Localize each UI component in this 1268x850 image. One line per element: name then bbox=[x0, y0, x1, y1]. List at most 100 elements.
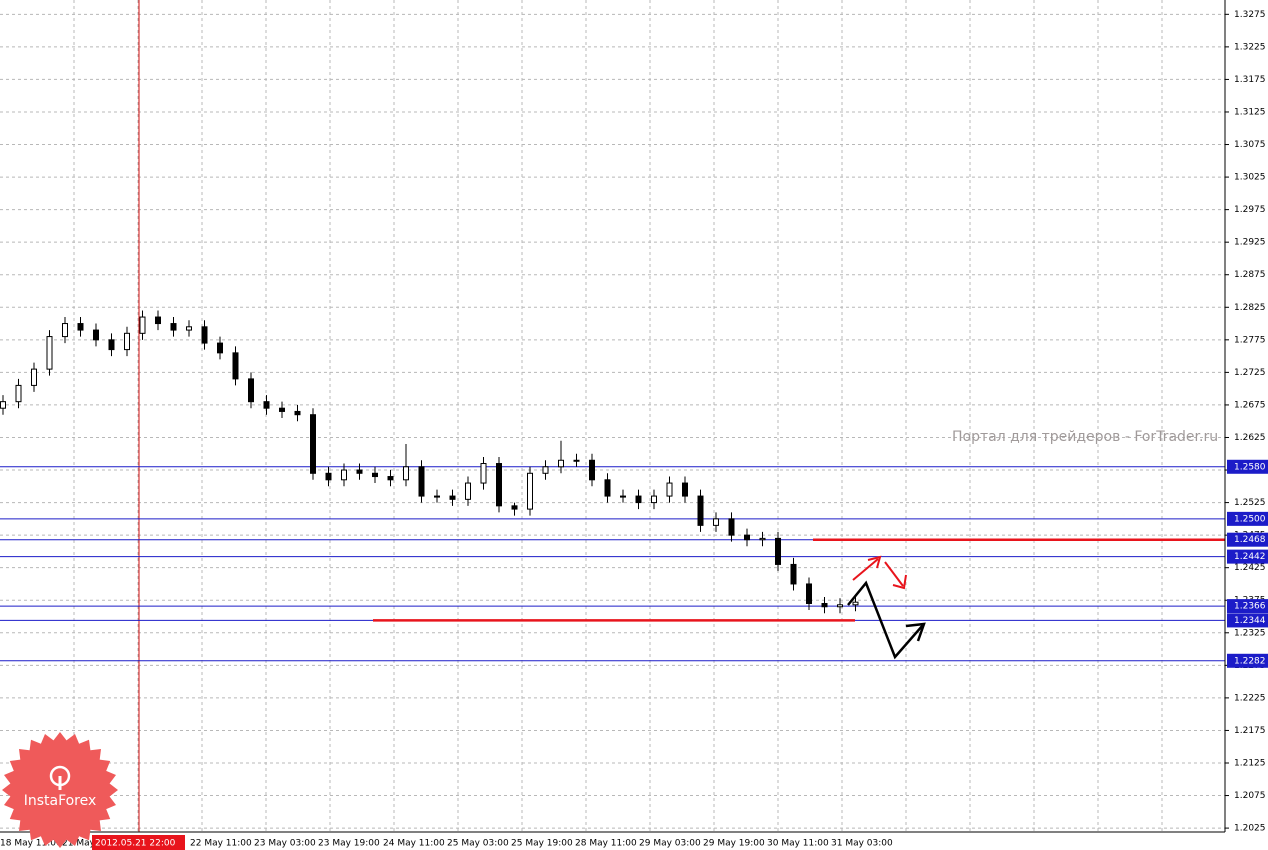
y-tick-label: 1.2525 bbox=[1234, 498, 1266, 508]
x-tick-label: 18 May 11:00 bbox=[0, 839, 62, 849]
y-tick-label: 1.3075 bbox=[1234, 140, 1266, 150]
level-label-bg bbox=[1227, 613, 1268, 628]
grid bbox=[0, 0, 1225, 832]
axis-labels: 18 May 11:00 21 May 22 May 11:00 23 May 03:… bbox=[0, 10, 1268, 849]
x-tick-label: 29 May 03:00 bbox=[639, 839, 701, 849]
candle-body bbox=[418, 466, 425, 497]
x-tick-label: 28 May 11:00 bbox=[575, 839, 637, 849]
level-label-bg bbox=[1227, 549, 1268, 564]
candle-body bbox=[759, 537, 766, 541]
candle-body bbox=[775, 537, 781, 565]
y-tick-label: 1.2075 bbox=[1234, 791, 1266, 801]
red-arrow bbox=[884, 561, 904, 587]
candle-body bbox=[387, 476, 394, 481]
candle-body bbox=[837, 604, 843, 608]
candle-body bbox=[620, 495, 626, 498]
candle-body bbox=[604, 479, 611, 497]
candle-body bbox=[542, 466, 549, 474]
candle-body bbox=[356, 469, 363, 474]
candle-body bbox=[372, 472, 378, 478]
candle-body bbox=[697, 495, 704, 526]
candle-body bbox=[170, 323, 177, 331]
x-tick-label: 21 May bbox=[62, 839, 96, 849]
candle-body bbox=[279, 407, 285, 412]
cursor-label: 2012.05.21 22:00 bbox=[95, 839, 176, 849]
candle-body bbox=[511, 505, 518, 510]
candle-body bbox=[589, 459, 595, 481]
candle-body bbox=[294, 410, 301, 416]
y-tick-label: 1.2025 bbox=[1234, 824, 1266, 834]
price-axis-bg bbox=[1225, 0, 1268, 850]
candle-body bbox=[186, 326, 192, 331]
candle-body bbox=[635, 495, 642, 504]
candle-body bbox=[527, 472, 533, 510]
candle-body bbox=[480, 463, 487, 484]
y-tick-label: 1.2225 bbox=[1234, 693, 1266, 703]
candle-body bbox=[728, 518, 735, 536]
y-tick-label: 1.2125 bbox=[1234, 758, 1266, 768]
candle-body bbox=[310, 414, 316, 474]
y-tick-label: 1.2325 bbox=[1234, 628, 1266, 638]
arrow-head bbox=[867, 555, 882, 569]
candle-body bbox=[46, 336, 53, 370]
level-label: 1.2366 bbox=[1234, 602, 1266, 612]
candle-body bbox=[31, 368, 37, 386]
y-tick-label: 1.2975 bbox=[1234, 205, 1266, 215]
candle-body bbox=[341, 469, 347, 481]
y-tick-label: 1.2925 bbox=[1234, 238, 1266, 248]
candles bbox=[0, 310, 859, 614]
candle-body bbox=[248, 378, 254, 403]
candle-body bbox=[465, 482, 471, 500]
logo: InstaForex bbox=[2, 732, 118, 848]
candle-body bbox=[77, 323, 84, 331]
level-label-bg bbox=[1227, 459, 1268, 474]
candle-body bbox=[108, 339, 115, 351]
cursor-label-bg bbox=[92, 835, 185, 850]
x-tick-label: 23 May 03:00 bbox=[254, 839, 316, 849]
y-tick-label: 1.2875 bbox=[1234, 270, 1266, 280]
candle-body bbox=[217, 342, 223, 354]
candle-body bbox=[15, 384, 22, 403]
y-tick-label: 1.3125 bbox=[1234, 107, 1266, 117]
x-tick-label: 29 May 19:00 bbox=[703, 839, 765, 849]
candle-body bbox=[93, 329, 99, 341]
y-tick-label: 1.3175 bbox=[1234, 75, 1266, 85]
x-tick-label: 31 May 03:00 bbox=[831, 839, 893, 849]
candle-body bbox=[155, 316, 161, 325]
candle-body bbox=[263, 401, 270, 409]
level-label-bg bbox=[1227, 653, 1268, 668]
logo-text: InstaForex bbox=[24, 793, 97, 809]
candle-body bbox=[325, 472, 332, 481]
level-label: 1.2442 bbox=[1234, 552, 1266, 562]
x-tick-label: 22 May 11:00 bbox=[190, 839, 252, 849]
levels bbox=[0, 466, 1225, 662]
candle-body bbox=[496, 463, 502, 507]
candle-body bbox=[821, 602, 828, 608]
x-tick-label: 30 May 11:00 bbox=[767, 839, 829, 849]
candle-body bbox=[139, 316, 146, 334]
candle-body bbox=[201, 326, 208, 344]
level-label: 1.2500 bbox=[1234, 514, 1266, 524]
candle-body bbox=[682, 482, 688, 497]
y-tick-label: 1.2775 bbox=[1234, 335, 1266, 345]
candle-body bbox=[744, 534, 750, 541]
candle-body bbox=[558, 459, 564, 468]
x-tick-label: 24 May 11:00 bbox=[383, 839, 445, 849]
candle-body bbox=[232, 352, 239, 380]
arrow-head bbox=[892, 574, 907, 590]
candle-body bbox=[403, 466, 409, 481]
arrow-head bbox=[905, 622, 926, 642]
x-tick-label: 25 May 19:00 bbox=[511, 839, 573, 849]
candle-body bbox=[713, 518, 719, 526]
y-tick-label: 1.3225 bbox=[1234, 42, 1266, 52]
candle-body bbox=[651, 495, 657, 504]
x-tick-label: 25 May 03:00 bbox=[447, 839, 509, 849]
red-arrow bbox=[852, 558, 879, 581]
y-tick-label: 1.3025 bbox=[1234, 173, 1266, 183]
watermark: Портал для трейдеров - ForTrader.ru bbox=[952, 429, 1218, 445]
y-tick-label: 1.2175 bbox=[1234, 726, 1266, 736]
forecast-arrows bbox=[847, 555, 926, 660]
candle-body bbox=[573, 459, 580, 462]
candle-body bbox=[124, 332, 130, 351]
